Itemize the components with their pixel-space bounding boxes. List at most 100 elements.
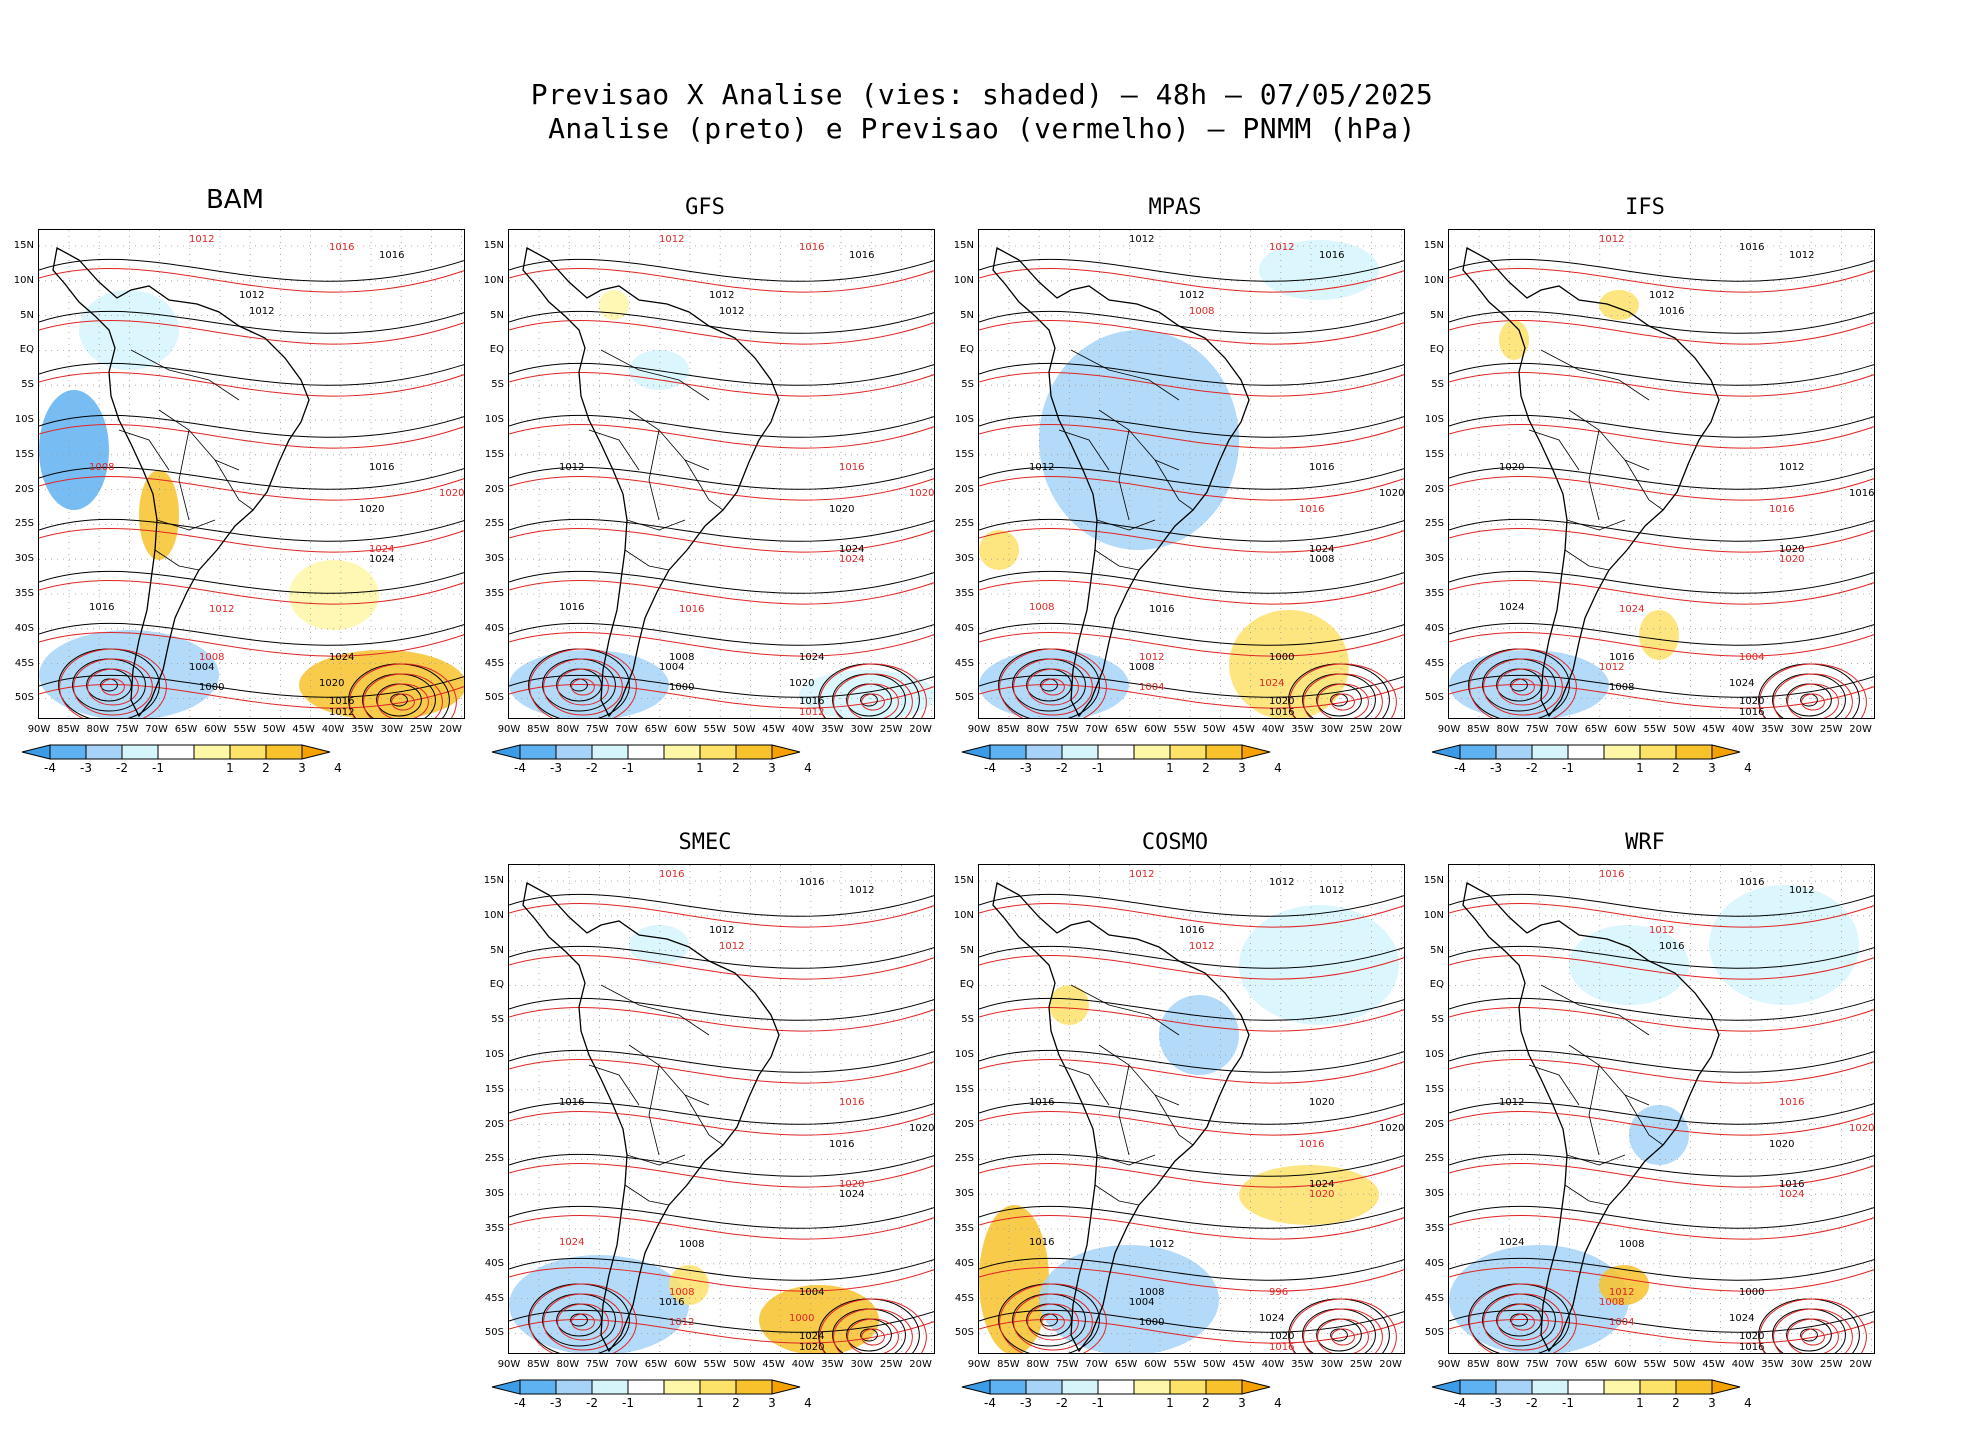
low-pressure-contour [391, 693, 415, 711]
contour-label: 996 [1269, 1287, 1288, 1298]
bias-shading [1049, 985, 1089, 1025]
analysis-isobar [1449, 945, 1874, 969]
contour-label: 1020 [1739, 1331, 1764, 1342]
latitude-label: 5N [960, 944, 974, 956]
forecast-isobar [979, 1318, 1404, 1344]
latitude-label: 50S [484, 1327, 504, 1339]
longitude-label: 65W [174, 724, 198, 735]
latitude-label: EQ [489, 344, 504, 356]
contour-label: 1008 [669, 1287, 694, 1298]
colorbar-segment [1675, 744, 1713, 760]
longitude-label: 35W [1291, 724, 1314, 735]
longitude-label: 55W [233, 724, 257, 735]
latitude-label: 40S [1424, 1257, 1444, 1269]
bias-shading [629, 925, 689, 965]
colorbar-label: 3 [1238, 1396, 1246, 1410]
panel-ifs: IFS 1012 1016 1012 1012 1016 1020 1012 1016 1016 1… [1410, 195, 1880, 775]
contour-label: 1016 [1269, 707, 1294, 718]
colorbar-label: 3 [1238, 761, 1246, 775]
colorbar-arrow [301, 744, 331, 760]
latitude-label: 20S [1424, 483, 1444, 495]
contour-label: 1024 [1259, 1313, 1284, 1324]
bias-shading [509, 1255, 689, 1353]
longitude-label: 55W [703, 724, 727, 735]
analysis-isobar [979, 518, 1404, 542]
contour-label: 1020 [909, 1123, 934, 1134]
contour-label: 1016 [559, 602, 584, 613]
low-pressure-contour [101, 678, 125, 696]
colorbar-label: -4 [984, 761, 996, 775]
colorbar-label: -4 [984, 1396, 996, 1410]
latitude-label: 15S [1424, 1083, 1444, 1095]
longitude-label: 55W [1643, 1359, 1667, 1370]
longitude-label: 70W [615, 724, 638, 735]
analysis-isobar [1449, 362, 1874, 386]
longitude-label: 50W [1672, 724, 1696, 735]
colorbar-label: 3 [298, 761, 306, 775]
longitude-label: 65W [1114, 724, 1138, 735]
longitude-label: 90W [1437, 724, 1461, 735]
colorbar-segment [1459, 744, 1497, 760]
latitude-label: 15N [953, 240, 974, 251]
low-pressure-contour [571, 678, 595, 696]
forecast-isobar [979, 475, 1404, 501]
bias-shading [1499, 320, 1529, 360]
latitude-label: 20S [484, 483, 504, 495]
analysis-isobar [1449, 570, 1874, 594]
country-border [1528, 429, 1580, 471]
contour-label: 1012 [1129, 234, 1154, 245]
contour-label: 1024 [1499, 1237, 1524, 1248]
country-border [628, 1044, 710, 1106]
analysis-isobar [979, 622, 1404, 646]
contour-label: 1012 [799, 707, 824, 718]
low-pressure-contour [819, 663, 927, 718]
analysis-isobar [979, 258, 1404, 282]
longitude-label: 80W [1026, 724, 1050, 735]
low-pressure-contour [1511, 678, 1535, 696]
longitude-label: 60W [674, 1359, 697, 1370]
latitude-label: 50S [1424, 692, 1444, 704]
longitude-label: 30W [850, 1359, 874, 1370]
analysis-isobar [509, 258, 934, 282]
longitude-label: 55W [1173, 724, 1197, 735]
analysis-isobar [39, 570, 464, 594]
latitude-label: 20S [1424, 1118, 1444, 1130]
colorbar-label: 1 [1166, 761, 1174, 775]
contour-label: 1024 [1779, 1189, 1804, 1200]
latitude-label: EQ [1429, 979, 1444, 991]
bias-shading [669, 1265, 709, 1305]
colorbar: -4 -3 -2 -1 1 2 3 4 [480, 743, 900, 775]
country-border [178, 429, 190, 521]
contour-label: 1016 [1739, 242, 1764, 253]
longitude-label: 55W [1173, 1359, 1197, 1370]
contour-label: 1012 [1189, 941, 1214, 952]
colorbar-label: -4 [44, 761, 56, 775]
latitude-label: 35S [484, 588, 504, 599]
colorbar-segment [1675, 1379, 1713, 1395]
colorbar-label: -2 [1526, 761, 1538, 775]
analysis-isobar [979, 362, 1404, 386]
bias-shading [1449, 1245, 1629, 1353]
low-pressure-contour [543, 658, 623, 716]
latitude-label: 25S [484, 1153, 504, 1165]
longitude-label: 50W [732, 1359, 756, 1370]
colorbar-label: -2 [1056, 761, 1068, 775]
longitude-label: 25W [1349, 724, 1373, 735]
longitude-label: 40W [1731, 1359, 1755, 1370]
forecast-isobar [979, 1162, 1404, 1188]
forecast-isobar [1449, 1162, 1874, 1188]
longitude-label: 45W [762, 724, 785, 735]
contour-label: 1008 [89, 462, 114, 473]
forecast-isobar [509, 683, 934, 709]
country-border [1058, 1064, 1110, 1106]
analysis-isobar [509, 414, 934, 438]
latitude-label: 30S [484, 1188, 504, 1200]
forecast-isobar [509, 902, 934, 928]
country-border [1118, 1064, 1130, 1156]
contour-label: 1004 [189, 662, 214, 673]
contour-label: 1020 [1309, 1097, 1334, 1108]
longitude-label: 65W [644, 1359, 668, 1370]
colorbar-label: 3 [1708, 761, 1716, 775]
longitude-label: 20W [1379, 1359, 1402, 1370]
